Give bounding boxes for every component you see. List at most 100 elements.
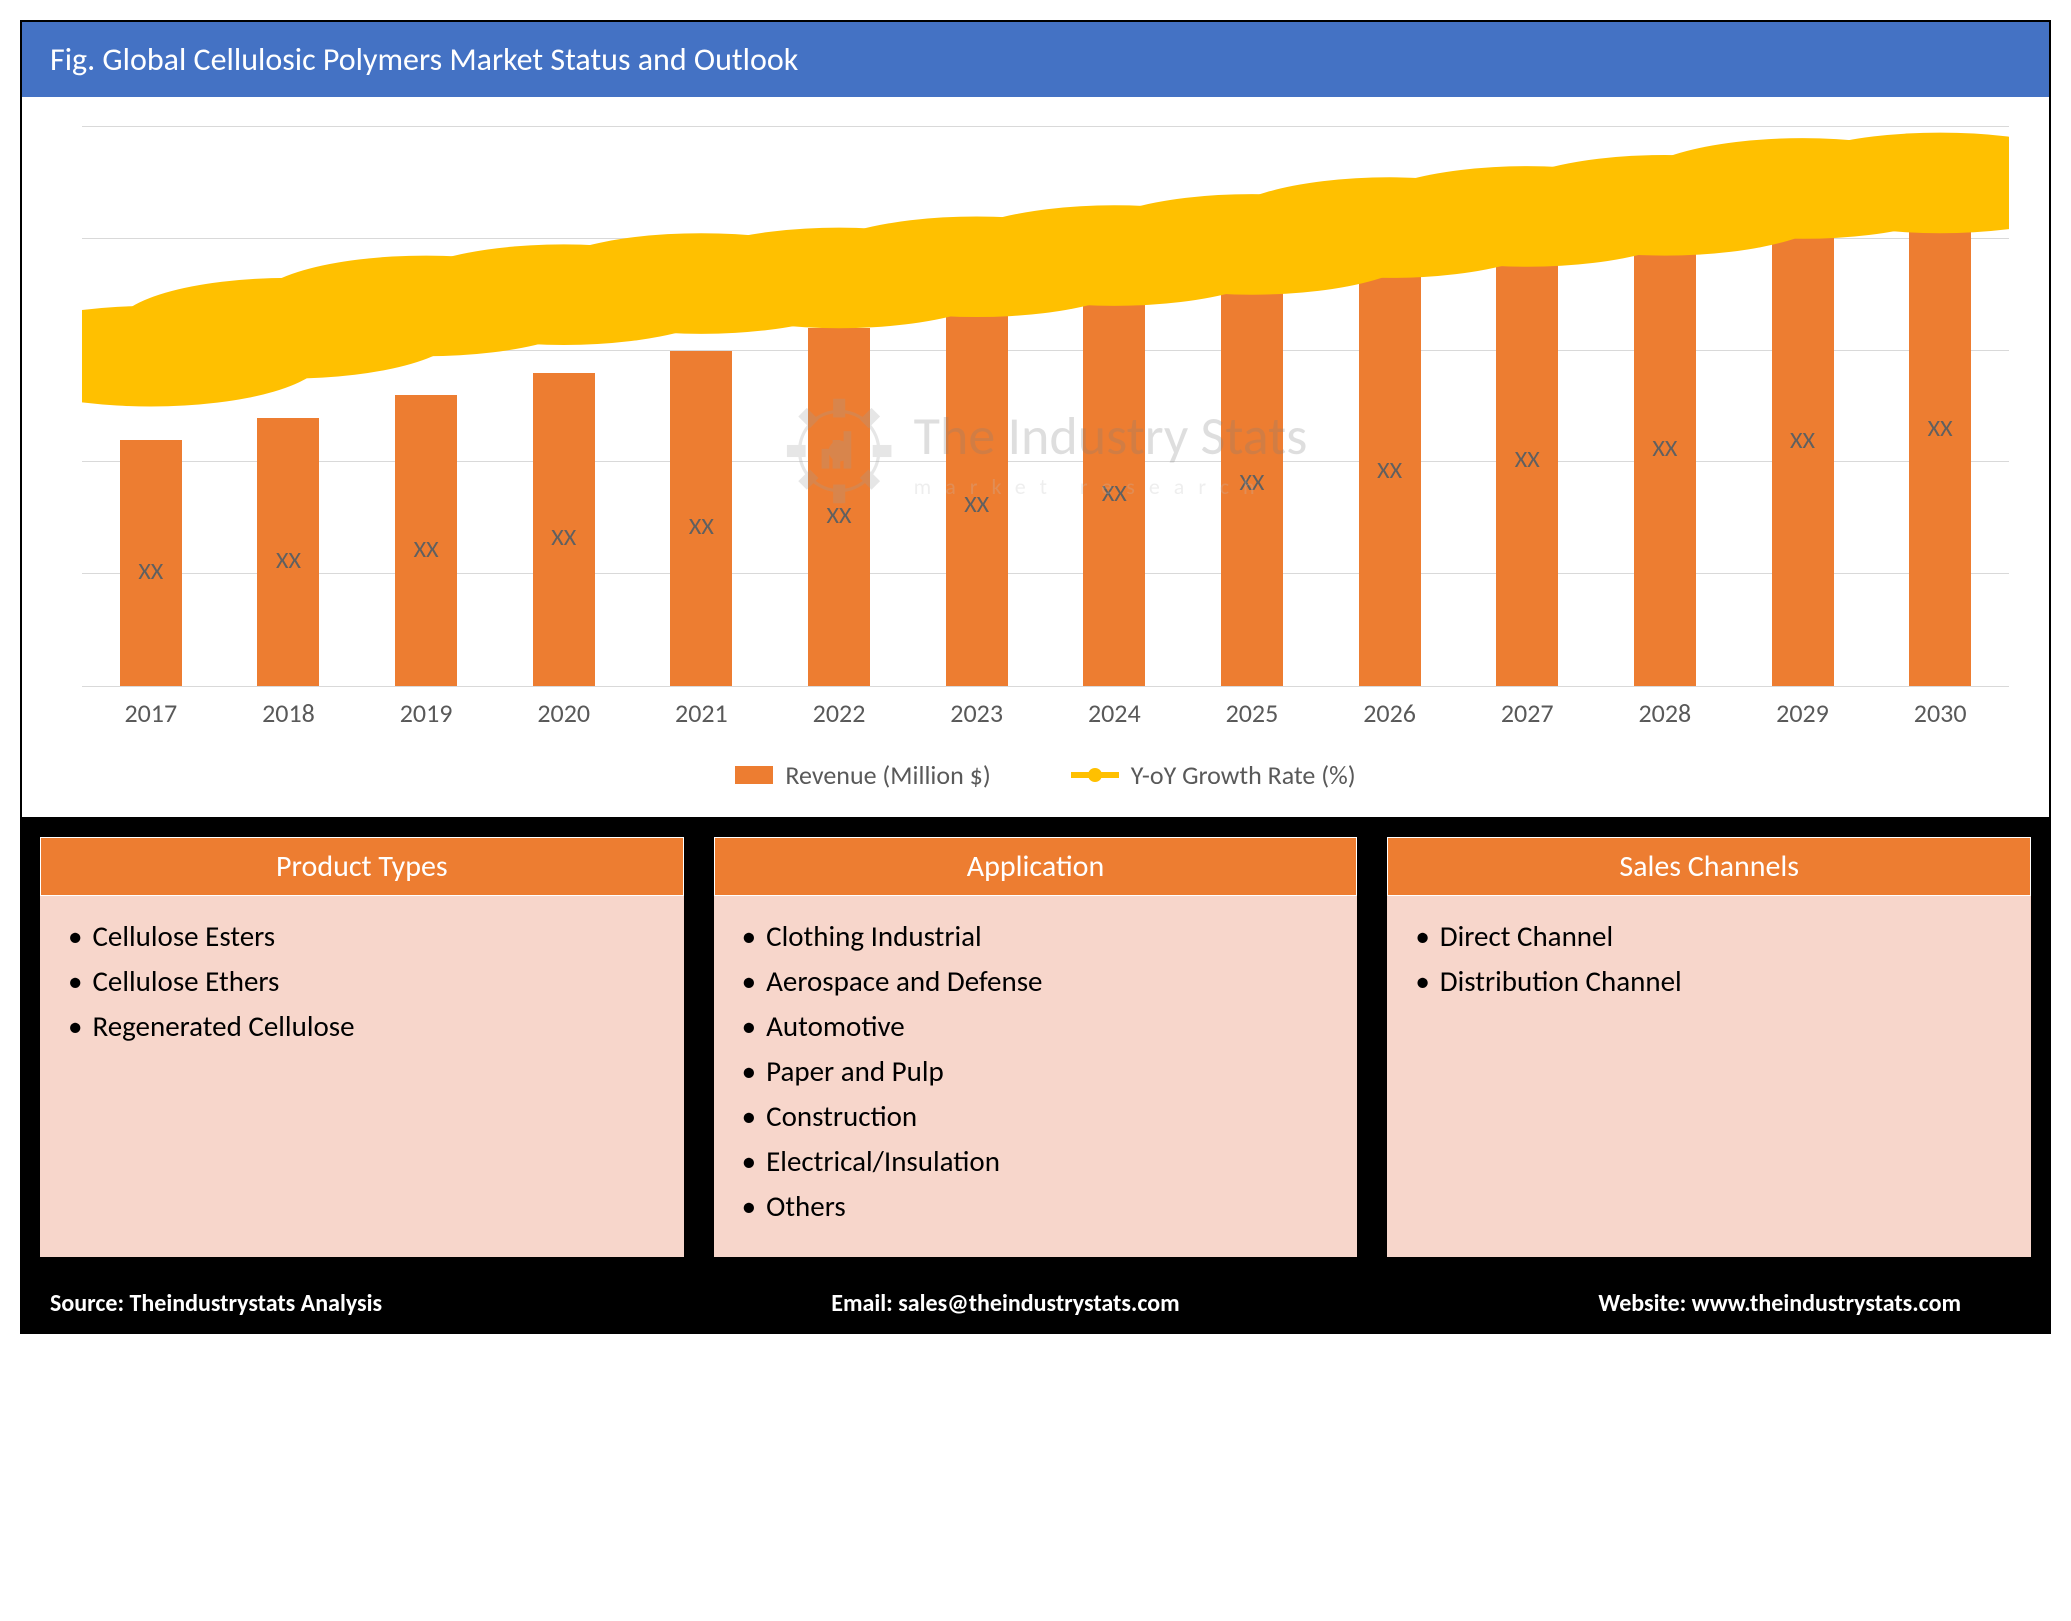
revenue-bar: XX (1496, 216, 1558, 686)
bar-slot: XX XX (1045, 127, 1183, 686)
category-panel: Sales ChannelsDirect ChannelDistribution… (1387, 837, 2031, 1257)
line-marker (1381, 219, 1399, 237)
line-point-label: XX (551, 243, 576, 272)
line-point-label: XX (1102, 204, 1127, 233)
bar-slot: XX XX (495, 127, 633, 686)
bar-slot: XX XX (1183, 127, 1321, 686)
line-point-label: XX (1790, 137, 1815, 166)
line-marker (1105, 247, 1123, 265)
line-marker (1656, 196, 1674, 214)
line-point-label: XX (138, 305, 163, 334)
panel-list-item: Others (742, 1184, 1330, 1229)
bar-value-label: XX (138, 557, 163, 586)
revenue-bar: XX (1083, 284, 1145, 686)
panel-header: Application (714, 837, 1358, 896)
bar-value-label: XX (689, 512, 714, 541)
bar-value-label: XX (1928, 415, 1953, 444)
revenue-bar: XX (257, 418, 319, 686)
panel-list-item: Paper and Pulp (742, 1049, 1330, 1094)
footer-email: Email: sales@theindustrystats.com (687, 1289, 1324, 1318)
bar-slot: XX XX (357, 127, 495, 686)
panel-body: Cellulose EstersCellulose EthersRegenera… (40, 896, 684, 1216)
panel-list-item: Regenerated Cellulose (68, 1004, 656, 1049)
line-point-label: XX (827, 227, 852, 256)
x-axis-labels: 2017201820192020202120222023202420252026… (82, 697, 2009, 729)
line-point-label: XX (689, 232, 714, 261)
category-panel: ApplicationClothing IndustrialAerospace … (714, 837, 1358, 1257)
panel-header: Sales Channels (1387, 837, 2031, 896)
revenue-bar: XX (395, 395, 457, 686)
panel-body: Direct ChannelDistribution Channel (1387, 896, 2031, 1216)
footer-source: Source: Theindustrystats Analysis (50, 1289, 687, 1318)
bars-row: XXXXXXXXXXXXXXXXXXXXXXXXXXXXXXXXXXXXXXXX… (82, 127, 2009, 686)
revenue-bar: XX (1772, 177, 1834, 686)
x-axis-label: 2018 (220, 697, 358, 729)
line-marker (1518, 207, 1536, 225)
chart-area: XXXXXXXXXXXXXXXXXXXXXXXXXXXXXXXXXXXXXXXX… (22, 97, 2049, 817)
x-axis-label: 2017 (82, 697, 220, 729)
title-bar: Fig. Global Cellulosic Polymers Market S… (22, 22, 2049, 97)
line-point-label: XX (414, 255, 439, 284)
bar-value-label: XX (1790, 426, 1815, 455)
bar-slot: XX XX (1734, 127, 1872, 686)
bar-value-label: XX (1515, 445, 1540, 474)
revenue-bar: XX (1221, 261, 1283, 686)
revenue-bar: XX (120, 440, 182, 686)
legend-revenue-label: Revenue (Million $) (785, 759, 990, 791)
line-marker (555, 286, 573, 304)
panel-list-item: Electrical/Insulation (742, 1139, 1330, 1184)
x-axis-label: 2029 (1734, 697, 1872, 729)
line-point-label: XX (276, 277, 301, 306)
plot-region: XXXXXXXXXXXXXXXXXXXXXXXXXXXXXXXXXXXXXXXX… (82, 127, 2009, 687)
x-axis-label: 2021 (633, 697, 771, 729)
x-axis-label: 2023 (908, 697, 1046, 729)
bar-slot: XX XX (82, 127, 220, 686)
footer-website: Website: www.theindustrystats.com (1324, 1289, 2021, 1318)
legend-line-swatch (1071, 772, 1119, 778)
line-point-label: XX (1377, 176, 1402, 205)
line-marker (279, 319, 297, 337)
bar-slot: XX XX (1871, 127, 2009, 686)
panel-header: Product Types (40, 837, 684, 896)
revenue-bar: XX (1909, 155, 1971, 686)
panel-list-item: Distribution Channel (1415, 959, 2003, 1004)
bar-value-label: XX (551, 524, 576, 553)
x-axis-label: 2025 (1183, 697, 1321, 729)
revenue-bar: XX (808, 328, 870, 686)
panel-list-item: Automotive (742, 1004, 1330, 1049)
revenue-bar: XX (1634, 194, 1696, 686)
line-point-label: XX (1239, 193, 1264, 222)
category-panel: Product TypesCellulose EstersCellulose E… (40, 837, 684, 1257)
panel-list-item: Construction (742, 1094, 1330, 1139)
x-axis-label: 2030 (1871, 697, 2009, 729)
bar-slot: XX XX (220, 127, 358, 686)
x-axis-label: 2027 (1458, 697, 1596, 729)
legend-bar-swatch (735, 766, 773, 784)
revenue-bar: XX (533, 373, 595, 686)
bar-value-label: XX (1102, 479, 1127, 508)
bar-value-label: XX (276, 546, 301, 575)
category-panels-row: Product TypesCellulose EstersCellulose E… (22, 817, 2049, 1275)
revenue-bar: XX (1359, 239, 1421, 686)
bar-slot: XX XX (633, 127, 771, 686)
panel-list-item: Direct Channel (1415, 914, 2003, 959)
line-marker (1931, 174, 1949, 192)
figure-title: Fig. Global Cellulosic Polymers Market S… (50, 40, 798, 79)
x-axis-label: 2020 (495, 697, 633, 729)
bar-value-label: XX (1239, 468, 1264, 497)
line-marker (1794, 180, 1812, 198)
bar-value-label: XX (1652, 434, 1677, 463)
line-point-label: XX (1928, 132, 1953, 161)
bar-slot: XX XX (908, 127, 1046, 686)
line-point-label: XX (1515, 165, 1540, 194)
bar-value-label: XX (1377, 457, 1402, 486)
line-marker (692, 275, 710, 293)
line-point-label: XX (964, 215, 989, 244)
revenue-bar: XX (946, 306, 1008, 686)
line-point-label: XX (1652, 154, 1677, 183)
x-axis-label: 2024 (1045, 697, 1183, 729)
x-axis-label: 2022 (770, 697, 908, 729)
panel-list-item: Cellulose Ethers (68, 959, 656, 1004)
bar-slot: XX XX (770, 127, 908, 686)
bar-slot: XX XX (1321, 127, 1459, 686)
